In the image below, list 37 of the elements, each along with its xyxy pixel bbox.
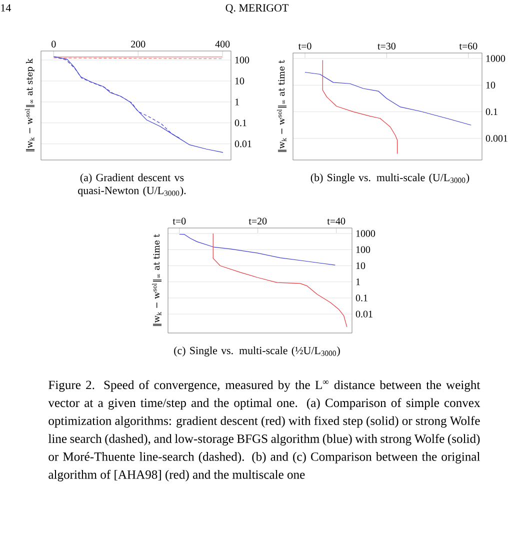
line-series — [322, 60, 398, 154]
x-tick-label: t=60 — [459, 42, 478, 50]
text: 14 — [1, 4, 11, 12]
y-tick-label: 1000 — [356, 230, 376, 237]
y-tick-label: 100 — [235, 56, 250, 64]
line-series — [179, 234, 336, 266]
y-tick-label: 0.1 — [356, 294, 368, 302]
y-tick-label: 1 — [356, 278, 360, 286]
x-tick-label: t=20 — [248, 218, 267, 224]
text: (b) Single vs. multi-scale (U/L$_{3000}$) — [310, 174, 470, 184]
y-tick-label: 1000 — [486, 55, 506, 62]
line-series — [212, 233, 348, 328]
y-tick-label: 0.001 — [486, 135, 508, 142]
x-tick-label: t=30 — [378, 42, 396, 50]
x-tick-label: 400 — [215, 40, 230, 48]
y-tick-label: 0.01 — [356, 310, 372, 318]
text: (a) Gradient descent vs quasi-Newton (U/L$_{3000}$). — [78, 174, 186, 196]
x-tick-label: 0 — [52, 40, 56, 48]
text: (c) Single vs. multi-scale (½U/L$_{3000}$) — [174, 346, 340, 356]
y-tick-label: 100 — [356, 246, 370, 253]
y-axis-title: ‖w$_{k}$ − w$^{sol}$‖$_{∞}$ at time t — [152, 234, 162, 326]
x-tick-label: t=40 — [327, 218, 346, 224]
y-tick-label: 10 — [356, 262, 366, 270]
y-tick-label: 1 — [235, 98, 239, 106]
text: Q. MERIGOT — [226, 4, 288, 14]
x-tick-label: 200 — [131, 40, 146, 48]
caption: Figure 2. Speed of convergence, measured by the L$^{∞}$ distance between the weight vector at a given time/step and the optimal one. (a) Comparison of simple convex optimization algorithms: gradient descent (red) with fixed step (solid) or strong Wolfe line search (dashed), and low-storage BFGS algorithm (blue) with strong Wolfe (solid) or Moré-Thuente line-search (dashed). (b) and (c) Comparison between the original algorithm of [AHA98] (red) and the multiscale one — [48, 380, 480, 482]
y-tick-label: 0.1 — [486, 108, 498, 116]
y-tick-label: 10 — [486, 82, 496, 89]
x-tick-label: t=0 — [172, 218, 186, 224]
y-tick-label: 10 — [235, 78, 244, 84]
x-tick-label: t=0 — [298, 42, 312, 50]
y-tick-label: 0.1 — [234, 120, 246, 126]
line-series — [304, 72, 472, 126]
y-tick-label: 0.01 — [234, 140, 252, 148]
y-axis-title: ‖w$_{k}$ − w$^{sol}$‖$_{∞}$ at time t — [277, 60, 286, 152]
y-axis-title: ‖w$_{k}$ − w$^{sol}$‖$_{∞}$ at step k — [25, 58, 34, 152]
